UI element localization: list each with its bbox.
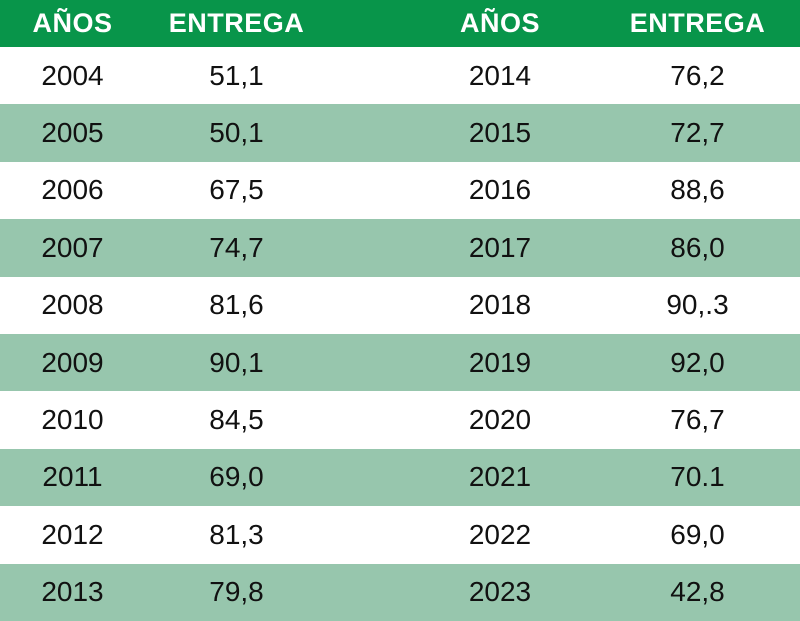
header-years-left: AÑOS [32, 8, 113, 38]
cell-entrega-left: 74,7 [209, 231, 264, 263]
header-years-right: AÑOS [459, 8, 540, 38]
cell-spacer [328, 391, 405, 448]
cell-spacer [328, 219, 405, 276]
cell-spacer [328, 162, 405, 219]
header-spacer [328, 0, 405, 47]
cell-year-left: 2012 [41, 518, 104, 550]
header-entrega-left: ENTREGA [168, 8, 305, 38]
cell-spacer [328, 564, 405, 621]
cell-year-right: 2014 [468, 59, 532, 91]
cell-entrega-left: 84,5 [209, 404, 264, 436]
cell-spacer [328, 449, 405, 506]
table-row: 2010 84,5 2020 76,7 [0, 391, 800, 448]
cell-year-right: 2022 [468, 518, 532, 550]
table-header-row: AÑOS ENTREGA AÑOS ENTREGA [0, 0, 800, 47]
cell-entrega-right: 72,7 [670, 117, 725, 149]
cell-entrega-right: 70.1 [670, 461, 725, 493]
cell-year-right: 2017 [468, 231, 532, 263]
cell-year-right: 2019 [468, 346, 532, 378]
cell-spacer [328, 47, 405, 104]
cell-entrega-left: 90,1 [209, 346, 264, 378]
cell-year-right: 2021 [468, 461, 532, 493]
cell-spacer [328, 334, 405, 391]
cell-entrega-right: 76,2 [670, 59, 725, 91]
cell-year-left: 2013 [41, 576, 104, 608]
cell-entrega-right: 86,0 [670, 231, 725, 263]
table-row: 2009 90,1 2019 92,0 [0, 333, 800, 392]
cell-spacer [328, 506, 405, 563]
cell-year-left: 2009 [41, 346, 104, 378]
table-row: 2012 81,3 2022 69,0 [0, 506, 800, 563]
cell-entrega-right: 76,7 [670, 404, 725, 436]
cell-year-left: 2007 [41, 231, 104, 263]
cell-entrega-left: 81,6 [209, 289, 264, 321]
table-row: 2004 51,1 2014 76,2 [0, 47, 800, 104]
cell-year-left: 2004 [41, 59, 104, 91]
cell-spacer [328, 277, 405, 334]
cell-year-right: 2023 [468, 576, 532, 608]
cell-year-right: 2015 [468, 117, 532, 149]
cell-year-left: 2005 [41, 117, 104, 149]
header-entrega-right: ENTREGA [629, 8, 766, 38]
cell-entrega-left: 81,3 [209, 518, 264, 550]
cell-entrega-right: 92,0 [670, 346, 725, 378]
cell-entrega-left: 50,1 [209, 117, 264, 149]
cell-spacer [328, 104, 405, 161]
cell-entrega-right: 90,.3 [666, 289, 729, 321]
cell-entrega-left: 67,5 [209, 174, 264, 206]
cell-year-right: 2020 [468, 404, 532, 436]
table-row: 2007 74,7 2017 86,0 [0, 219, 800, 277]
table-row: 2005 50,1 2015 72,7 [0, 104, 800, 162]
cell-entrega-left: 69,0 [209, 461, 264, 493]
cell-year-left: 2006 [41, 174, 104, 206]
cell-year-left: 2010 [41, 404, 104, 436]
table-row: 2008 81,6 2018 90,.3 [0, 277, 800, 334]
table-row: 2006 67,5 2016 88,6 [0, 162, 800, 219]
table-body: 2004 51,1 2014 76,2 2005 50,1 2015 72,7 2006 67,5… [0, 47, 800, 621]
cell-entrega-left: 51,1 [209, 59, 264, 91]
cell-entrega-right: 88,6 [670, 174, 725, 206]
cell-entrega-right: 69,0 [670, 518, 725, 550]
table-row: 2013 79,8 2023 42,8 [0, 563, 800, 621]
cell-entrega-left: 79,8 [209, 576, 264, 608]
cell-year-right: 2018 [468, 289, 532, 321]
cell-year-right: 2016 [468, 174, 532, 206]
table-row: 2011 69,0 2021 70.1 [0, 448, 800, 507]
cell-entrega-right: 42,8 [670, 576, 725, 608]
cell-year-left: 2011 [42, 461, 103, 493]
cell-year-left: 2008 [41, 289, 104, 321]
